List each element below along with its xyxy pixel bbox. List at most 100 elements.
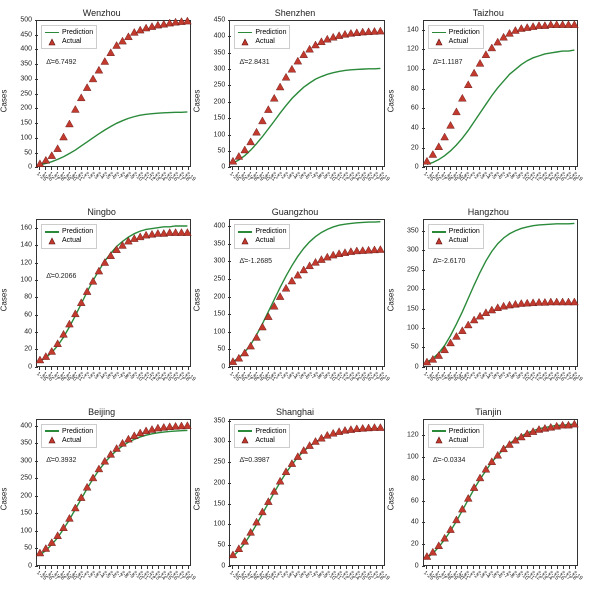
x-tick-mark (340, 367, 341, 370)
y-tick-label: 60 (411, 497, 419, 504)
y-tick-mark (228, 566, 231, 567)
x-tick-mark (497, 566, 498, 569)
x-tick-mark (135, 566, 136, 569)
x-ticks: 1-251-261-271-281-291-301-312-12-22-32-4… (36, 369, 191, 393)
actual-marker (570, 298, 578, 305)
y-tick-mark (35, 566, 38, 567)
x-tick-mark (81, 566, 82, 569)
legend-line-icon (238, 231, 252, 233)
x-tick-mark (182, 367, 183, 370)
x-tick-mark (123, 566, 124, 569)
x-tick-mark (45, 367, 46, 370)
y-tick-label: 250 (214, 82, 226, 89)
legend: PredictionActual (428, 424, 484, 448)
chart-panel: WenzhouCases0501001502002503003504004505… (8, 8, 195, 193)
legend-label-actual: Actual (62, 37, 81, 46)
x-tick-mark (292, 367, 293, 370)
y-ticks: 050100150200250300350400450500 (8, 20, 34, 167)
y-tick-label: 350 (214, 240, 226, 247)
x-tick-mark (274, 566, 275, 569)
legend-label-actual: Actual (449, 37, 468, 46)
x-tick-mark (238, 167, 239, 170)
actual-marker (452, 108, 460, 115)
x-tick-mark (426, 566, 427, 569)
x-tick-mark (111, 167, 112, 170)
actual-marker (95, 66, 103, 73)
x-tick-mark (188, 367, 189, 370)
x-tick-mark (438, 367, 439, 370)
y-tick-label: 0 (28, 164, 32, 171)
x-tick-mark (63, 167, 64, 170)
actual-marker (335, 32, 343, 39)
y-tick-mark (228, 367, 231, 368)
x-tick-mark (364, 167, 365, 170)
chart-panel: NingboCases0204060801001201401601-251-26… (8, 207, 195, 392)
y-tick-label: 20 (24, 346, 32, 353)
x-tick-mark (328, 167, 329, 170)
legend-line-icon (432, 430, 446, 432)
x-tick-mark (268, 566, 269, 569)
legend-label-prediction: Prediction (255, 427, 286, 436)
legend-marker-icon (45, 237, 59, 245)
y-tick-label: 200 (214, 479, 226, 486)
x-tick-mark (450, 367, 451, 370)
legend-row-prediction: Prediction (238, 227, 286, 236)
legend-marker-icon (432, 38, 446, 46)
legend-marker-icon (45, 38, 59, 46)
y-tick-label: 140 (20, 242, 32, 249)
x-tick-mark (551, 566, 552, 569)
legend-label-prediction: Prediction (449, 427, 480, 436)
x-tick-mark (147, 167, 148, 170)
y-tick-label: 50 (218, 542, 226, 549)
plot-area: PredictionActualΔ̄=1.1187 (423, 20, 578, 167)
legend-row-prediction: Prediction (432, 227, 480, 236)
x-tick-mark (176, 167, 177, 170)
x-tick-mark (280, 167, 281, 170)
y-tick-label: 450 (214, 17, 226, 24)
x-tick-mark (63, 367, 64, 370)
x-tick-mark (461, 367, 462, 370)
x-tick-mark (563, 167, 564, 170)
chart-panel: HangzhouCases0501001502002503003501-251-… (395, 207, 582, 392)
x-tick-mark (533, 167, 534, 170)
y-tick-label: 200 (214, 98, 226, 105)
x-tick-mark (93, 167, 94, 170)
x-tick-mark (515, 167, 516, 170)
y-tick-mark (35, 167, 38, 168)
x-tick-mark (521, 167, 522, 170)
actual-marker (83, 288, 91, 295)
x-tick-mark (545, 367, 546, 370)
x-tick-mark (99, 167, 100, 170)
y-tick-label: 350 (20, 440, 32, 447)
x-ticks: 1-251-261-271-281-291-301-312-12-22-32-4… (229, 169, 384, 193)
x-tick-mark (521, 566, 522, 569)
legend: PredictionActual (428, 224, 484, 248)
plot-area: PredictionActualΔ̄=6.7492 (36, 20, 191, 167)
x-tick-mark (268, 167, 269, 170)
actual-marker (434, 143, 442, 150)
y-tick-label: 0 (221, 562, 225, 569)
x-ticks: 1-251-261-271-281-291-301-312-12-22-32-4… (36, 169, 191, 193)
chart-panel: TaizhouCases0204060801001201401-251-261-… (395, 8, 582, 193)
panel-title: Taizhou (395, 8, 582, 18)
prediction-line (233, 68, 380, 163)
x-tick-mark (467, 167, 468, 170)
x-ticks: 1-251-261-271-281-291-301-312-12-22-32-4… (423, 169, 578, 193)
y-tick-label: 300 (20, 75, 32, 82)
plot-area: PredictionActualΔ̄=0.2066 (36, 219, 191, 366)
y-tick-label: 150 (214, 311, 226, 318)
y-tick-label: 350 (214, 417, 226, 424)
x-tick-mark (45, 167, 46, 170)
actual-marker (482, 51, 490, 58)
x-tick-mark (382, 367, 383, 370)
y-tick-label: 100 (407, 66, 419, 73)
x-tick-mark (551, 367, 552, 370)
legend: PredictionActual (428, 25, 484, 49)
y-tick-label: 100 (20, 134, 32, 141)
x-tick-mark (450, 566, 451, 569)
y-tick-mark (35, 367, 38, 368)
y-tick-label: 100 (20, 276, 32, 283)
x-tick-mark (491, 566, 492, 569)
x-tick-mark (328, 367, 329, 370)
x-tick-mark (117, 566, 118, 569)
